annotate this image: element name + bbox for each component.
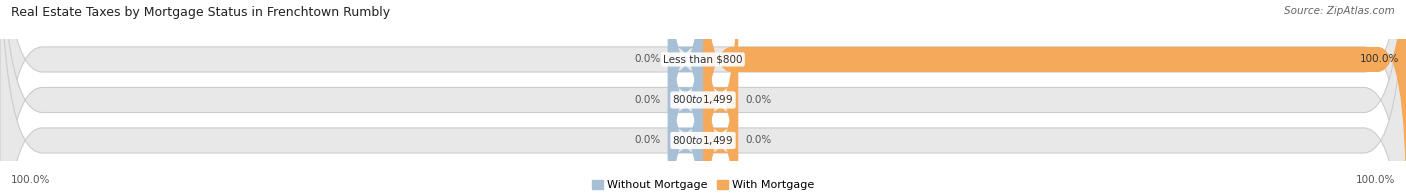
Text: 0.0%: 0.0% [745, 135, 772, 145]
Text: 0.0%: 0.0% [634, 135, 661, 145]
FancyBboxPatch shape [668, 0, 703, 196]
FancyBboxPatch shape [703, 0, 738, 196]
Text: 0.0%: 0.0% [634, 95, 661, 105]
Text: $800 to $1,499: $800 to $1,499 [672, 93, 734, 106]
Text: 0.0%: 0.0% [745, 95, 772, 105]
Text: $800 to $1,499: $800 to $1,499 [672, 134, 734, 147]
Legend: Without Mortgage, With Mortgage: Without Mortgage, With Mortgage [592, 180, 814, 191]
Text: Less than $800: Less than $800 [664, 54, 742, 64]
Text: 100.0%: 100.0% [11, 175, 51, 185]
Text: 0.0%: 0.0% [634, 54, 661, 64]
Text: Real Estate Taxes by Mortgage Status in Frenchtown Rumbly: Real Estate Taxes by Mortgage Status in … [11, 6, 391, 19]
FancyBboxPatch shape [668, 0, 703, 196]
FancyBboxPatch shape [703, 0, 738, 196]
Text: 100.0%: 100.0% [1360, 54, 1399, 64]
Text: Source: ZipAtlas.com: Source: ZipAtlas.com [1284, 6, 1395, 16]
FancyBboxPatch shape [703, 0, 1406, 196]
FancyBboxPatch shape [668, 0, 703, 196]
Text: 100.0%: 100.0% [1355, 175, 1395, 185]
